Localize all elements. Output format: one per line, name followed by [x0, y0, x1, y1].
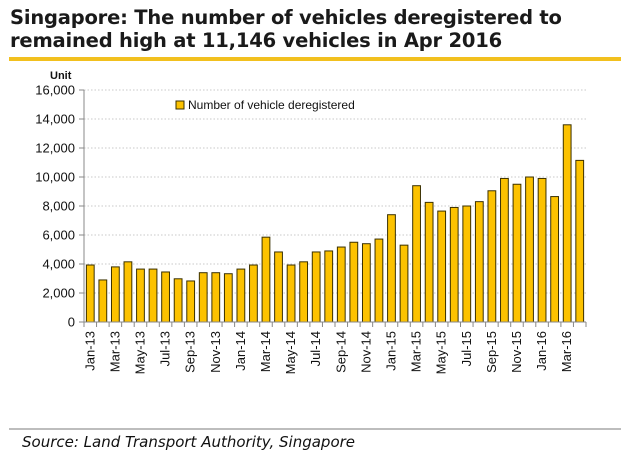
bar-feb-16 [550, 196, 560, 323]
bar-nov-14 [361, 243, 371, 323]
y-tick-label: 4,000 [42, 257, 75, 272]
bar-feb-13 [98, 279, 108, 323]
x-tick-label: Sep-13 [183, 331, 198, 373]
bar-apr-14 [274, 251, 283, 323]
bar-mar-15 [412, 185, 421, 323]
bar-jul-14 [311, 251, 321, 323]
legend-swatch [175, 100, 185, 110]
x-tick-label: Nov-14 [358, 331, 373, 373]
y-tick-label: 0 [68, 315, 75, 330]
y-axis-unit-label: Unit [50, 70, 72, 82]
bar-mar-14 [261, 236, 271, 323]
bar-mar-16 [562, 124, 572, 323]
y-tick-label: 12,000 [35, 141, 75, 156]
x-tick-label: Jan-13 [82, 331, 97, 371]
bar-sep-15 [487, 190, 497, 323]
x-tick-label: May-15 [434, 331, 449, 374]
bar-nov-15 [512, 183, 522, 323]
bars [85, 124, 585, 323]
bar-aug-15 [474, 201, 484, 323]
y-tick-label: 8,000 [42, 199, 75, 214]
bar-dec-14 [374, 238, 384, 323]
bar-oct-14 [349, 241, 359, 323]
bar-jun-13 [148, 268, 158, 323]
bar-jul-15 [462, 205, 472, 323]
bar-mar-13 [110, 266, 120, 323]
x-tick-label: Jan-15 [383, 331, 398, 371]
bar-nov-13 [211, 272, 221, 323]
bar-oct-15 [500, 177, 509, 323]
bar-may-15 [437, 210, 447, 323]
x-tick-label: Jul-15 [459, 331, 474, 366]
chart-title-line-1: Singapore: The number of vehicles deregi… [10, 6, 562, 29]
bar-jan-16 [537, 177, 547, 323]
x-tick-label: Sep-14 [333, 331, 348, 373]
bar-may-14 [286, 264, 296, 323]
bar-aug-14 [324, 250, 334, 323]
y-tick-label: 14,000 [35, 112, 75, 127]
bar-dec-15 [525, 176, 534, 323]
legend: Number of vehicle deregistered [175, 98, 355, 112]
bar-jan-13 [85, 264, 95, 323]
bar-jan-14 [236, 268, 246, 323]
y-tick-label: 16,000 [35, 83, 75, 98]
axes [83, 90, 586, 323]
y-tick-label: 6,000 [42, 228, 75, 243]
source-note: Source: Land Transport Authority, Singap… [22, 433, 356, 451]
title-underline [9, 57, 621, 61]
bar-jul-13 [161, 271, 170, 323]
bar-jun-15 [449, 206, 459, 323]
bar-sep-13 [186, 280, 196, 323]
x-tick-label: Nov-13 [208, 331, 223, 373]
gridlines [84, 89, 586, 294]
y-tick-label: 10,000 [35, 170, 75, 185]
x-tick-label: Sep-15 [484, 331, 499, 373]
x-tick-label: Jul-13 [158, 331, 173, 366]
bar-feb-15 [399, 244, 409, 323]
chart-title-line-2: remained high at 11,146 vehicles in Apr … [10, 29, 503, 52]
bar-dec-13 [223, 273, 233, 323]
x-tick-label: Nov-15 [509, 331, 524, 373]
bar-apr-13 [123, 261, 133, 323]
bar-jan-15 [387, 214, 396, 323]
x-tick-label: Mar-13 [107, 331, 122, 372]
x-tick-label: Jan-14 [233, 331, 248, 371]
y-axis-ticks: 0 2,000 4,000 6,000 8,000 10,000 12,000 14,000 1… [35, 83, 84, 330]
bar-feb-14 [249, 264, 258, 323]
x-tick-label: Mar-16 [559, 331, 574, 372]
bar-aug-13 [173, 278, 183, 323]
bar-sep-14 [336, 246, 346, 323]
x-tick-label: Jul-14 [308, 331, 323, 366]
x-tick-label: May-14 [283, 331, 298, 374]
x-tick-label: Mar-15 [409, 331, 424, 372]
bar-apr-16 [575, 159, 585, 323]
chart-title: Singapore: The number of vehicles deregi… [10, 6, 620, 52]
x-tick-label: May-13 [132, 331, 147, 374]
bar-apr-15 [424, 201, 434, 323]
x-tick-label: Mar-14 [258, 331, 273, 372]
bar-jun-14 [299, 261, 309, 323]
x-tick-label: Jan-16 [534, 331, 549, 371]
y-tick-label: 2,000 [42, 286, 75, 301]
source-divider [9, 428, 621, 430]
bar-may-13 [136, 268, 145, 323]
bar-oct-13 [198, 272, 208, 323]
legend-label: Number of vehicle deregistered [188, 98, 355, 112]
x-axis-ticks: Jan-13 Mar-13 May-13 Jul-13 Sep-13 Nov-13 Jan-… [82, 322, 587, 374]
